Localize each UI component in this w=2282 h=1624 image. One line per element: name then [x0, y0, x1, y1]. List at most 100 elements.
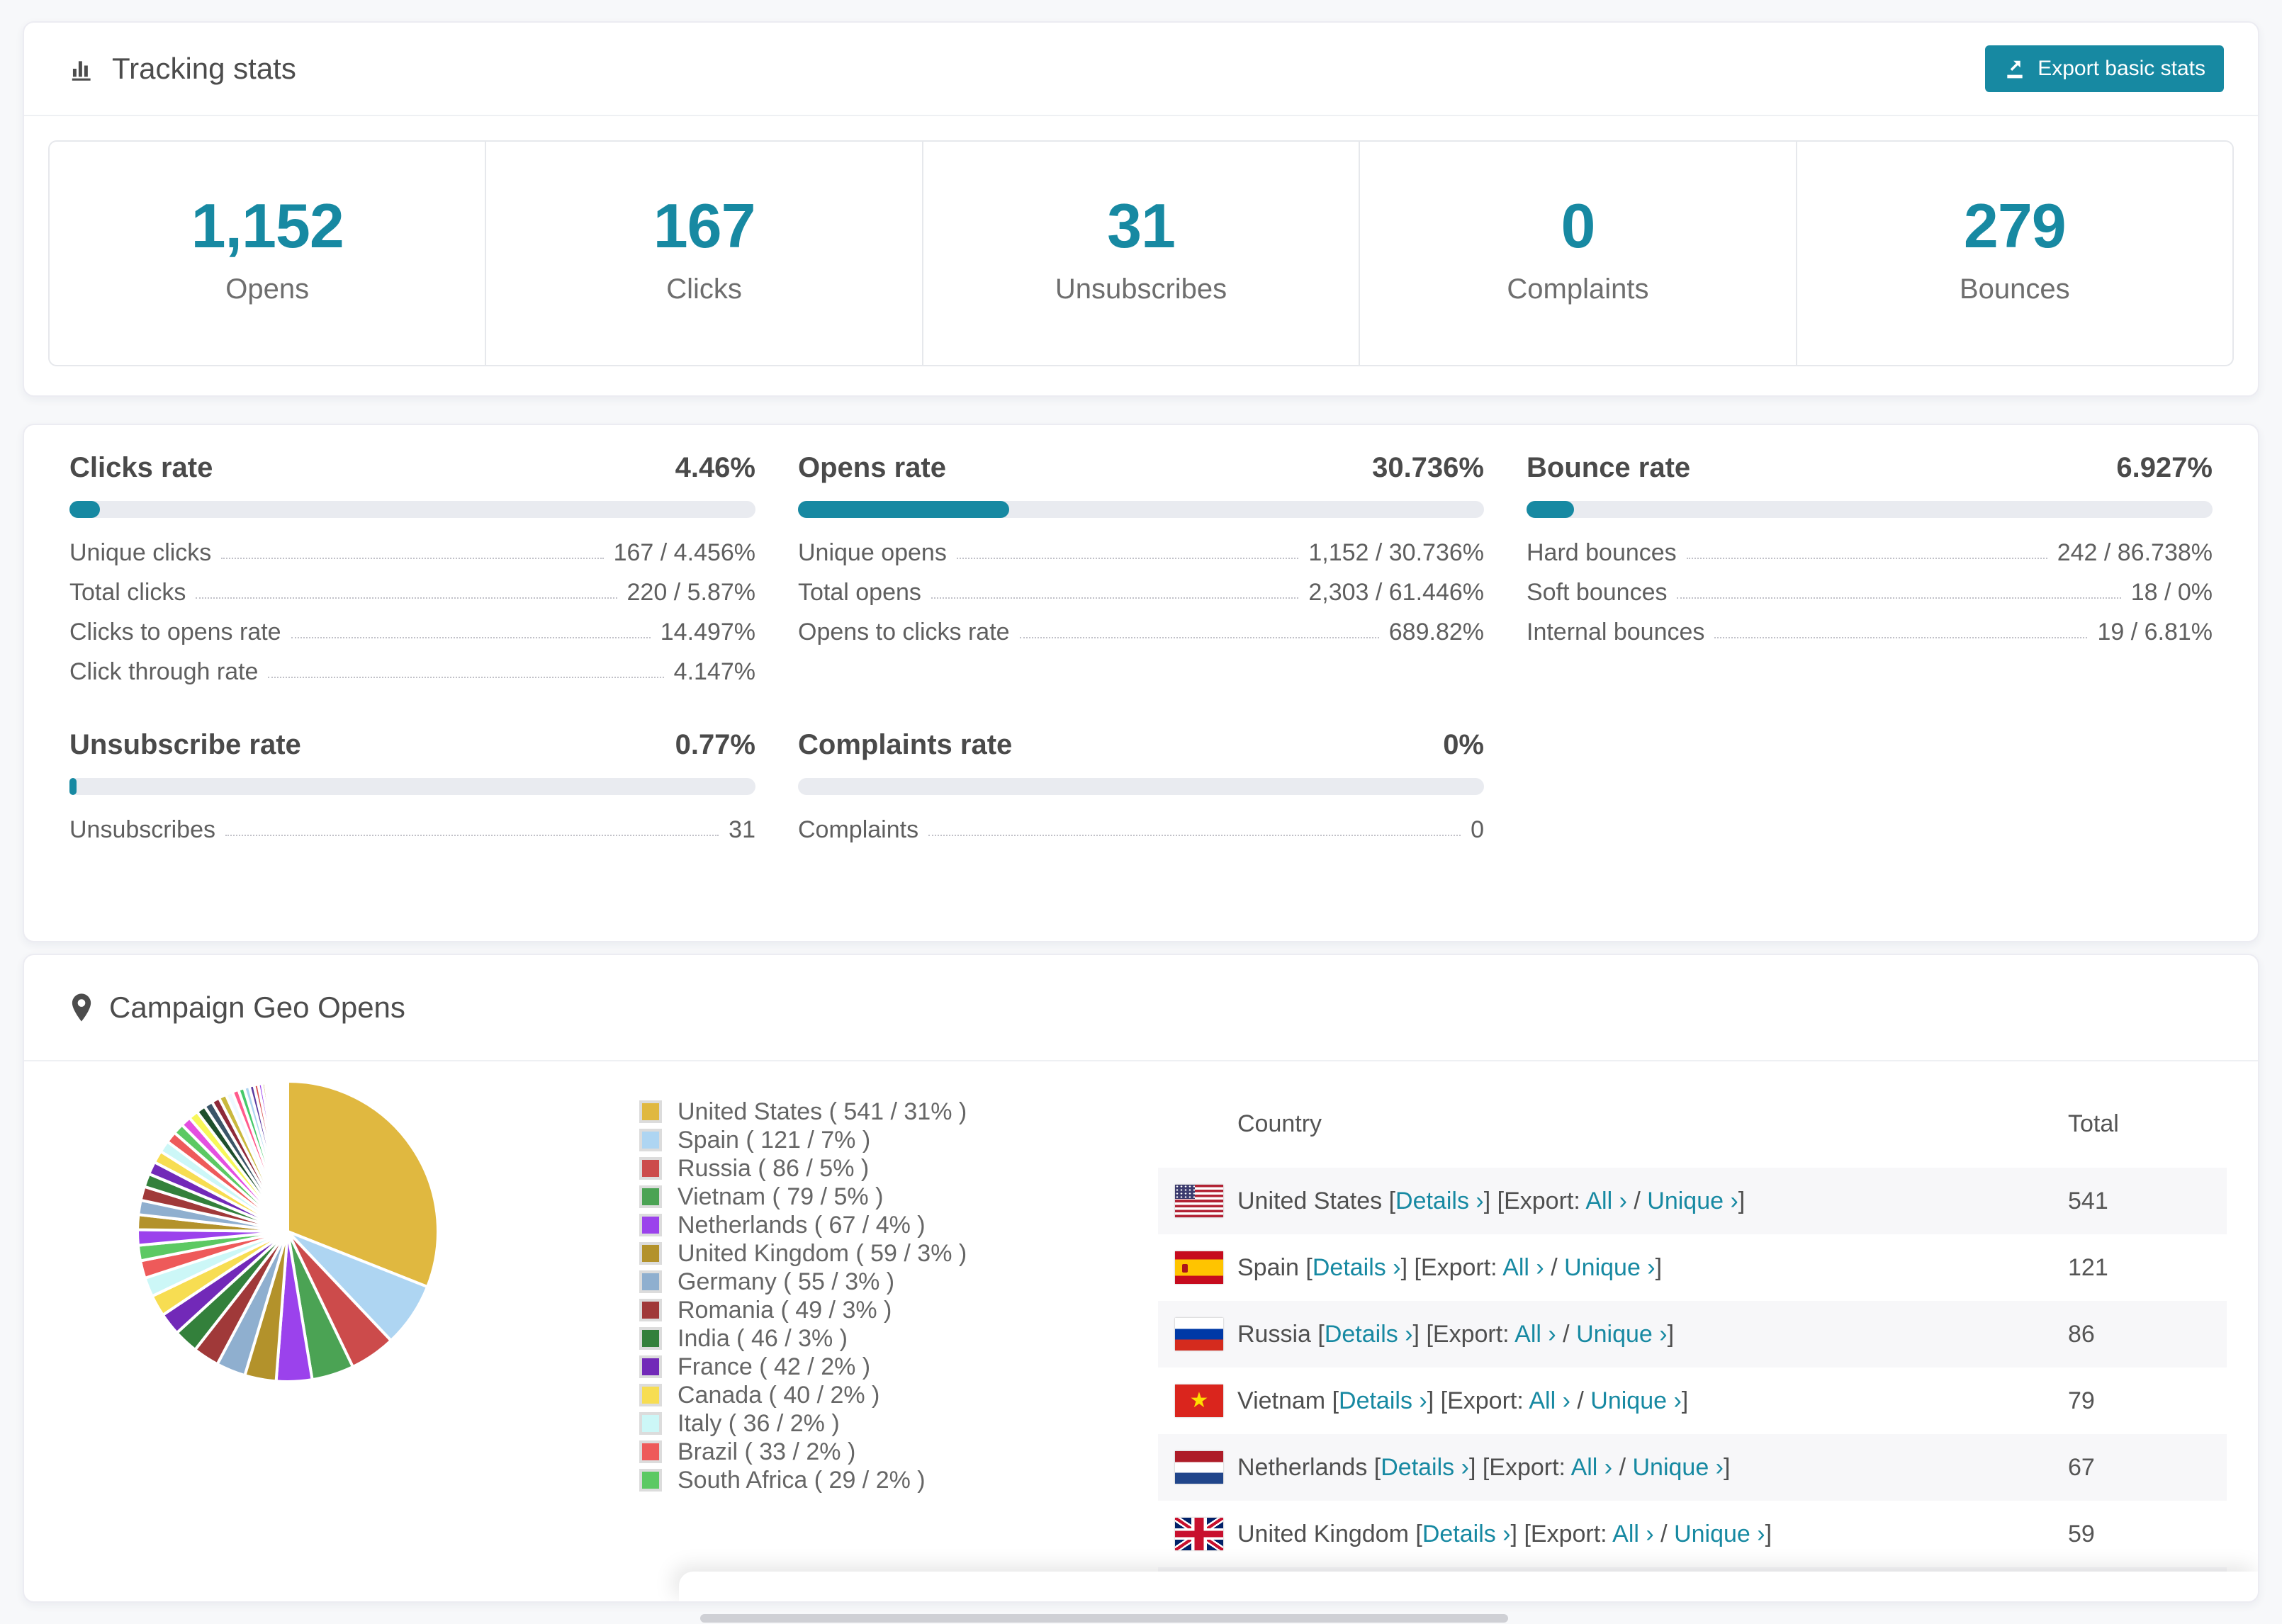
legend-swatch [639, 1214, 662, 1236]
export-all-link[interactable]: All › [1529, 1387, 1570, 1414]
stat-label: Bounces [1959, 274, 2070, 305]
export-prefix: Export: [1489, 1453, 1571, 1481]
rate-value: 6.927% [2116, 452, 2213, 483]
progress-bar-track [69, 501, 755, 518]
rates-card: Clicks rate 4.46% Unique clicks 167 / 4.… [23, 424, 2259, 942]
metric-row: Hard bounces 242 / 86.738% [1527, 541, 2213, 565]
metric-label: Unique opens [798, 539, 947, 566]
rate-title: Complaints rate [798, 729, 1013, 760]
tracking-stats-card: Tracking stats Export basic stats 1,152 … [23, 21, 2259, 397]
legend-swatch [639, 1384, 662, 1406]
rate-rows: Hard bounces 242 / 86.738% Soft bounces … [1527, 541, 2213, 644]
metric-value: 689.82% [1388, 619, 1484, 645]
metric-row: Complaints 0 [798, 818, 1484, 842]
metric-value: 18 / 0% [2130, 579, 2213, 606]
country-flag-icon [1175, 1451, 1223, 1484]
geo-body: United States ( 541 / 31% ) Spain ( 121 … [24, 1061, 2258, 1601]
export-prefix: Export: [1530, 1520, 1613, 1547]
details-link[interactable]: Details › [1422, 1520, 1511, 1547]
metric-value: 31 [729, 816, 755, 843]
legend-item: Germany ( 55 / 3% ) [639, 1270, 1158, 1294]
legend-label: India ( 46 / 3% ) [678, 1325, 848, 1352]
total-cell: 79 [2068, 1387, 2095, 1414]
country-cell: United Kingdom [Details ›] [Export: All … [1237, 1520, 1772, 1547]
details-link[interactable]: Details › [1395, 1187, 1484, 1214]
export-unique-link[interactable]: Unique › [1674, 1520, 1765, 1547]
rate-rows: Complaints 0 [798, 818, 1484, 842]
country-flag-icon [1175, 1185, 1223, 1217]
rate-value: 4.46% [675, 452, 755, 483]
dotted-leader [268, 677, 664, 678]
stat-label: Clicks [666, 274, 742, 305]
rate-value: 0% [1443, 729, 1484, 760]
metric-row: Soft bounces 18 / 0% [1527, 580, 2213, 604]
details-link[interactable]: Details › [1339, 1387, 1427, 1414]
table-row: Spain [Details ›] [Export: All › / Uniqu… [1158, 1234, 2227, 1301]
country-cell: Vietnam [Details ›] [Export: All › / Uni… [1237, 1387, 1689, 1414]
export-prefix: Export: [1432, 1320, 1515, 1348]
table-row: ★ Vietnam [Details ›] [Export: All › / U… [1158, 1368, 2227, 1434]
rate-title: Opens rate [798, 452, 946, 483]
metric-row: Opens to clicks rate 689.82% [798, 620, 1484, 644]
export-unique-link[interactable]: Unique › [1632, 1453, 1724, 1481]
horizontal-scrollbar-thumb[interactable] [700, 1614, 1508, 1623]
progress-bar-fill [69, 501, 101, 518]
metric-value: 1,152 / 30.736% [1308, 539, 1484, 566]
metric-row: Total clicks 220 / 5.87% [69, 580, 755, 604]
table-row: United Kingdom [Details ›] [Export: All … [1158, 1501, 2227, 1567]
export-unique-link[interactable]: Unique › [1564, 1253, 1656, 1281]
country-name: Vietnam [1237, 1387, 1332, 1414]
metric-value: 167 / 4.456% [613, 539, 755, 566]
progress-bar-track [798, 501, 1484, 518]
country-flag-icon [1175, 1318, 1223, 1350]
rates-grid: Clicks rate 4.46% Unique clicks 167 / 4.… [24, 425, 2258, 842]
export-all-link[interactable]: All › [1570, 1453, 1613, 1481]
legend-swatch [639, 1327, 662, 1350]
tracking-stats-title-wrap: Tracking stats [69, 52, 296, 86]
metric-label: Unique clicks [69, 539, 212, 566]
rate-block: Complaints rate 0% Complaints 0 [798, 729, 1484, 842]
rate-title: Unsubscribe rate [69, 729, 301, 760]
total-column-header: Total [2068, 1110, 2119, 1137]
legend-item: Netherlands ( 67 / 4% ) [639, 1213, 1158, 1237]
details-link[interactable]: Details › [1381, 1453, 1469, 1481]
rate-block: Opens rate 30.736% Unique opens 1,152 / … [798, 452, 1484, 684]
legend-label: South Africa ( 29 / 2% ) [678, 1467, 926, 1494]
export-all-link[interactable]: All › [1514, 1320, 1556, 1348]
rate-value: 30.736% [1372, 452, 1484, 483]
dotted-leader [1686, 558, 2047, 559]
export-unique-link[interactable]: Unique › [1647, 1187, 1738, 1214]
table-row: Russia [Details ›] [Export: All › / Uniq… [1158, 1301, 2227, 1368]
total-cell: 86 [2068, 1320, 2095, 1348]
total-cell: 541 [2068, 1187, 2108, 1214]
geo-title-wrap: Campaign Geo Opens [69, 991, 405, 1025]
card-title: Tracking stats [112, 52, 296, 85]
export-basic-stats-button[interactable]: Export basic stats [1985, 45, 2224, 92]
metric-label: Clicks to opens rate [69, 619, 281, 645]
export-unique-link[interactable]: Unique › [1576, 1320, 1668, 1348]
dotted-leader [196, 597, 617, 599]
rate-title: Bounce rate [1527, 452, 1691, 483]
rate-head: Complaints rate 0% [798, 729, 1484, 761]
rate-head: Opens rate 30.736% [798, 452, 1484, 484]
rate-block: Clicks rate 4.46% Unique clicks 167 / 4.… [69, 452, 755, 684]
legend-label: Brazil ( 33 / 2% ) [678, 1438, 856, 1465]
export-all-link[interactable]: All › [1612, 1520, 1654, 1547]
stat-value: 167 [653, 191, 756, 261]
total-cell: 59 [2068, 1520, 2095, 1547]
export-all-link[interactable]: All › [1502, 1253, 1544, 1281]
export-all-link[interactable]: All › [1585, 1187, 1627, 1214]
rate-head: Bounce rate 6.927% [1527, 452, 2213, 484]
legend-item: France ( 42 / 2% ) [639, 1355, 1158, 1379]
details-link[interactable]: Details › [1324, 1320, 1413, 1348]
pie-chart-legend: United States ( 541 / 31% ) Spain ( 121 … [639, 1080, 1158, 1496]
metric-value: 19 / 6.81% [2097, 619, 2213, 645]
stat-cell: 279 Bounces [1797, 142, 2232, 365]
legend-swatch [639, 1355, 662, 1378]
legend-label: Germany ( 55 / 3% ) [678, 1268, 895, 1295]
details-link[interactable]: Details › [1312, 1253, 1401, 1281]
metric-label: Opens to clicks rate [798, 619, 1010, 645]
stat-value: 0 [1561, 191, 1595, 261]
table-sticky-scroll-panel [679, 1572, 2258, 1601]
export-unique-link[interactable]: Unique › [1590, 1387, 1682, 1414]
